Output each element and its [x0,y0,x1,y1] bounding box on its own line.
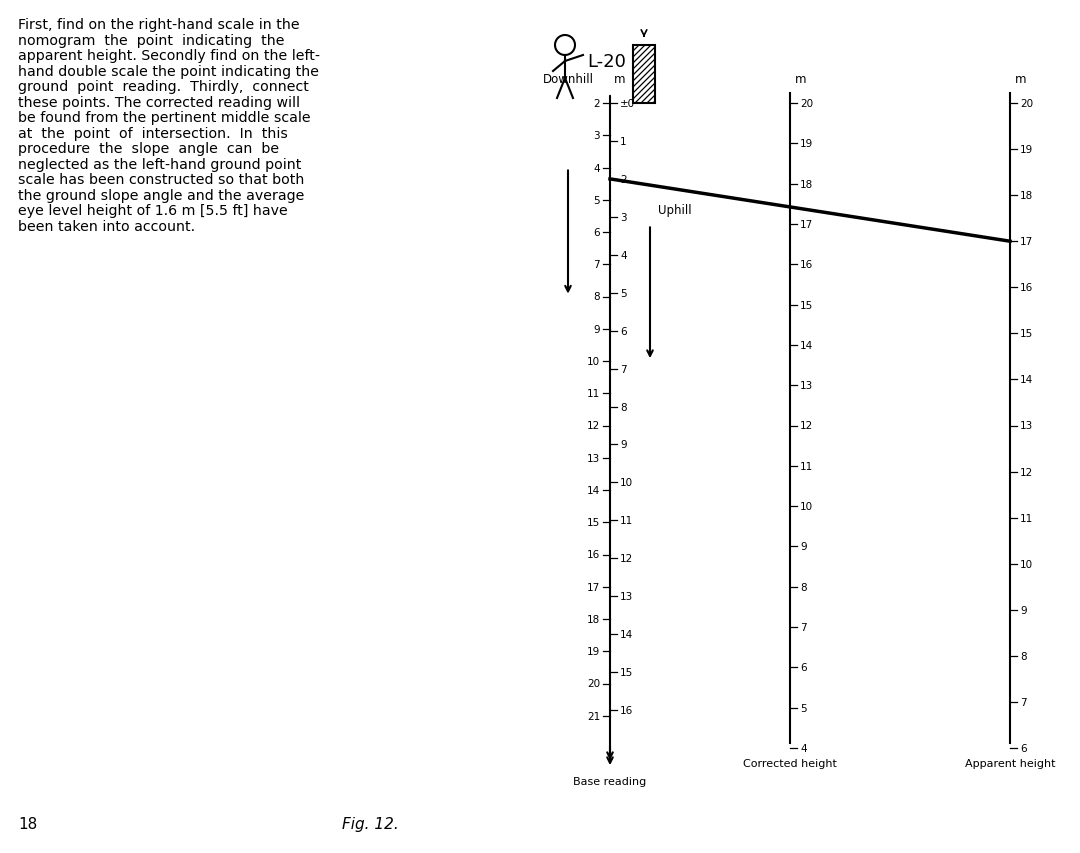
Text: 20: 20 [586,679,600,688]
Text: 10: 10 [586,357,600,367]
Text: 3: 3 [620,212,626,223]
Text: L-20: L-20 [588,53,626,71]
Text: been taken into account.: been taken into account. [18,219,195,233]
Text: 13: 13 [620,591,633,601]
Text: 19: 19 [1020,145,1034,155]
Text: 8: 8 [593,293,600,302]
Text: 14: 14 [620,630,633,640]
Text: hand double scale the point indicating the: hand double scale the point indicating t… [18,65,319,78]
Text: 16: 16 [620,705,633,715]
Text: m: m [1015,73,1026,86]
Text: 14: 14 [800,340,813,351]
Text: be found from the pertinent middle scale: be found from the pertinent middle scale [18,111,311,125]
Text: 2: 2 [620,175,626,184]
Text: 9: 9 [593,324,600,334]
Text: First, find on the right-hand scale in the: First, find on the right-hand scale in t… [18,18,299,32]
Text: 4: 4 [593,163,600,173]
Text: scale has been constructed so that both: scale has been constructed so that both [18,173,305,187]
Text: 12: 12 [1020,467,1034,477]
Text: 13: 13 [800,380,813,391]
Text: 9: 9 [800,542,807,552]
Text: 5: 5 [593,195,600,206]
Text: 6: 6 [593,228,600,238]
Bar [633,46,654,104]
Text: 6: 6 [800,663,807,672]
Text: ground  point  reading.  Thirdly,  connect: ground point reading. Thirdly, connect [18,80,309,94]
Text: 20: 20 [1020,99,1034,109]
Text: 17: 17 [586,582,600,592]
Text: m: m [795,73,807,86]
Text: 17: 17 [1020,237,1034,247]
Text: 1: 1 [620,136,626,147]
Text: nomogram  the  point  indicating  the: nomogram the point indicating the [18,33,284,48]
Text: 8: 8 [1020,651,1027,661]
Text: 3: 3 [593,131,600,141]
Text: 6: 6 [620,326,626,336]
Text: m: m [615,73,625,86]
Text: procedure  the  slope  angle  can  be: procedure the slope angle can be [18,142,279,156]
Text: 10: 10 [1020,559,1034,569]
Text: 15: 15 [620,667,633,677]
Text: 14: 14 [1020,375,1034,385]
Text: Downhill: Downhill [542,73,594,86]
Text: 11: 11 [800,461,813,471]
Text: these points. The corrected reading will: these points. The corrected reading will [18,96,300,109]
Text: 11: 11 [1020,513,1034,523]
Text: Base reading: Base reading [573,776,647,786]
Text: Corrected height: Corrected height [743,758,837,768]
Text: apparent height. Secondly find on the left-: apparent height. Secondly find on the le… [18,49,320,63]
Text: 19: 19 [586,647,600,657]
Text: eye level height of 1.6 m [5.5 ft] have: eye level height of 1.6 m [5.5 ft] have [18,204,287,218]
Text: Fig. 12.: Fig. 12. [341,816,399,831]
Text: 8: 8 [620,402,626,412]
Text: 4: 4 [620,251,626,260]
Text: 13: 13 [586,453,600,463]
Text: 2: 2 [593,99,600,109]
Text: 4: 4 [800,743,807,753]
Text: 7: 7 [593,260,600,270]
Text: 5: 5 [620,288,626,299]
Text: 6: 6 [1020,743,1027,753]
Text: 9: 9 [620,440,626,450]
Text: neglected as the left-hand ground point: neglected as the left-hand ground point [18,157,301,171]
Text: 15: 15 [1020,329,1034,339]
Text: 20: 20 [800,99,813,109]
Text: 7: 7 [1020,697,1027,707]
Text: 7: 7 [800,623,807,632]
Text: 8: 8 [800,582,807,592]
Text: 13: 13 [1020,421,1034,431]
Text: 21: 21 [586,711,600,721]
Text: 16: 16 [800,260,813,270]
Text: 5: 5 [800,703,807,713]
Text: 9: 9 [1020,605,1027,615]
Text: at  the  point  of  intersection.  In  this: at the point of intersection. In this [18,126,288,141]
Text: Apparent height: Apparent height [964,758,1055,768]
Text: 11: 11 [620,516,633,525]
Text: 16: 16 [586,550,600,560]
Text: 11: 11 [586,389,600,399]
Text: 10: 10 [620,478,633,488]
Text: ±0: ±0 [620,99,635,109]
Text: the ground slope angle and the average: the ground slope angle and the average [18,189,305,202]
Text: 16: 16 [1020,283,1034,293]
Text: 14: 14 [586,485,600,496]
Text: 18: 18 [18,816,37,831]
Text: 15: 15 [800,300,813,310]
Text: Uphill: Uphill [658,204,691,218]
Text: 18: 18 [586,614,600,624]
Text: 10: 10 [800,502,813,512]
Text: 19: 19 [800,139,813,149]
Text: 12: 12 [586,421,600,431]
Text: 12: 12 [800,421,813,431]
Text: 17: 17 [800,220,813,229]
Text: 12: 12 [620,554,633,564]
Text: 15: 15 [586,518,600,528]
Text: 18: 18 [800,179,813,189]
Text: 7: 7 [620,364,626,374]
Text: 18: 18 [1020,191,1034,201]
